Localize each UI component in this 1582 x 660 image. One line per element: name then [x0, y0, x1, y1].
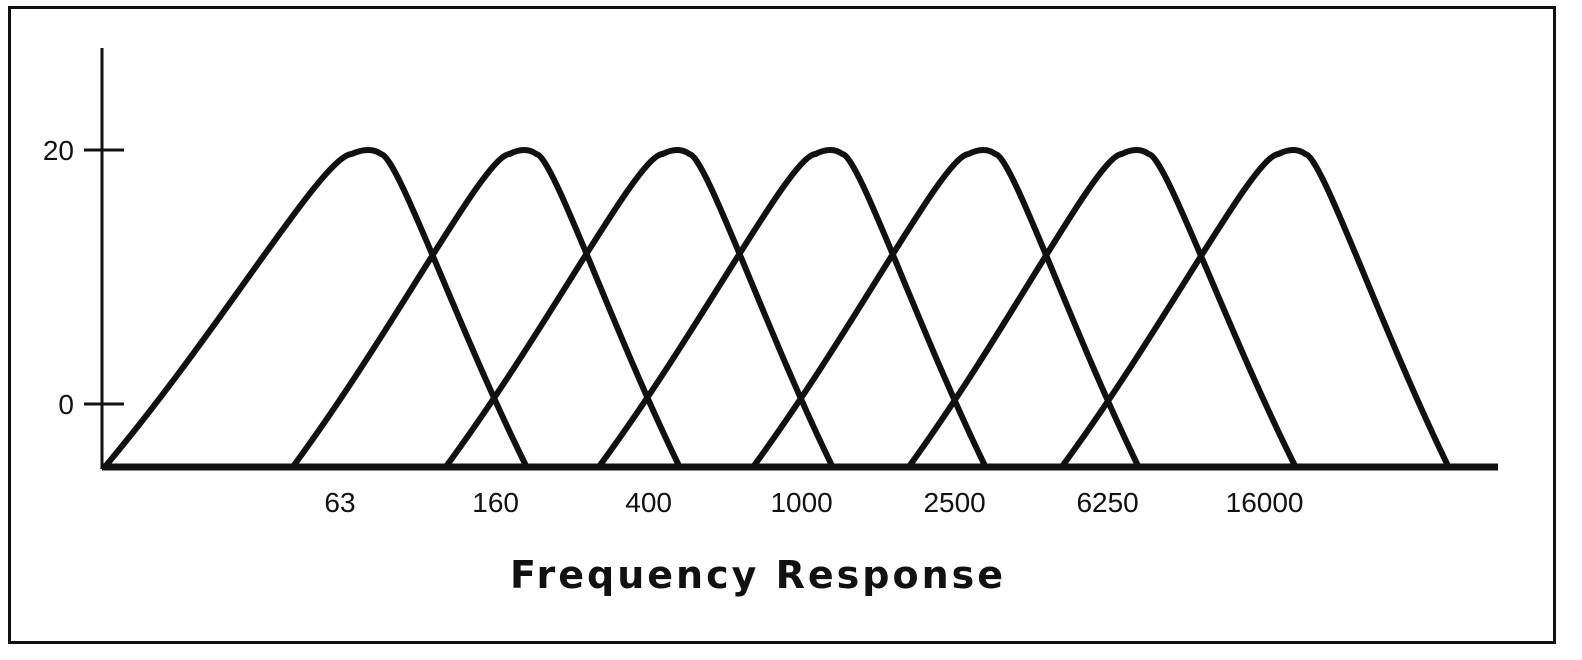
x-tick-label: 1000 — [770, 487, 832, 518]
x-tick-label: 160 — [472, 487, 519, 518]
filter-curve-3 — [444, 147, 835, 468]
filter-curve-1 — [103, 147, 529, 468]
y-ticks: 20 0 — [43, 135, 124, 420]
chart-frame — [8, 6, 1556, 644]
filter-curves — [103, 147, 1451, 468]
y-tick-label: 0 — [58, 389, 74, 420]
axes — [100, 48, 1498, 471]
x-tick-label: 2500 — [923, 487, 985, 518]
filter-curve-2 — [291, 147, 682, 468]
filter-curve-6 — [907, 147, 1298, 468]
x-tick-label: 16000 — [1226, 487, 1304, 518]
x-tick-label: 6250 — [1076, 487, 1138, 518]
filter-curve-5 — [751, 147, 1141, 468]
filter-curve-4 — [597, 147, 988, 468]
x-axis-title: Frequency Response — [510, 553, 1006, 597]
x-tick-labels: 63 160 400 1000 2500 6250 16000 — [324, 487, 1303, 518]
x-tick-label: 63 — [324, 487, 355, 518]
y-tick-label: 20 — [43, 135, 74, 166]
filter-curve-7 — [1060, 147, 1451, 468]
x-tick-label: 400 — [625, 487, 672, 518]
